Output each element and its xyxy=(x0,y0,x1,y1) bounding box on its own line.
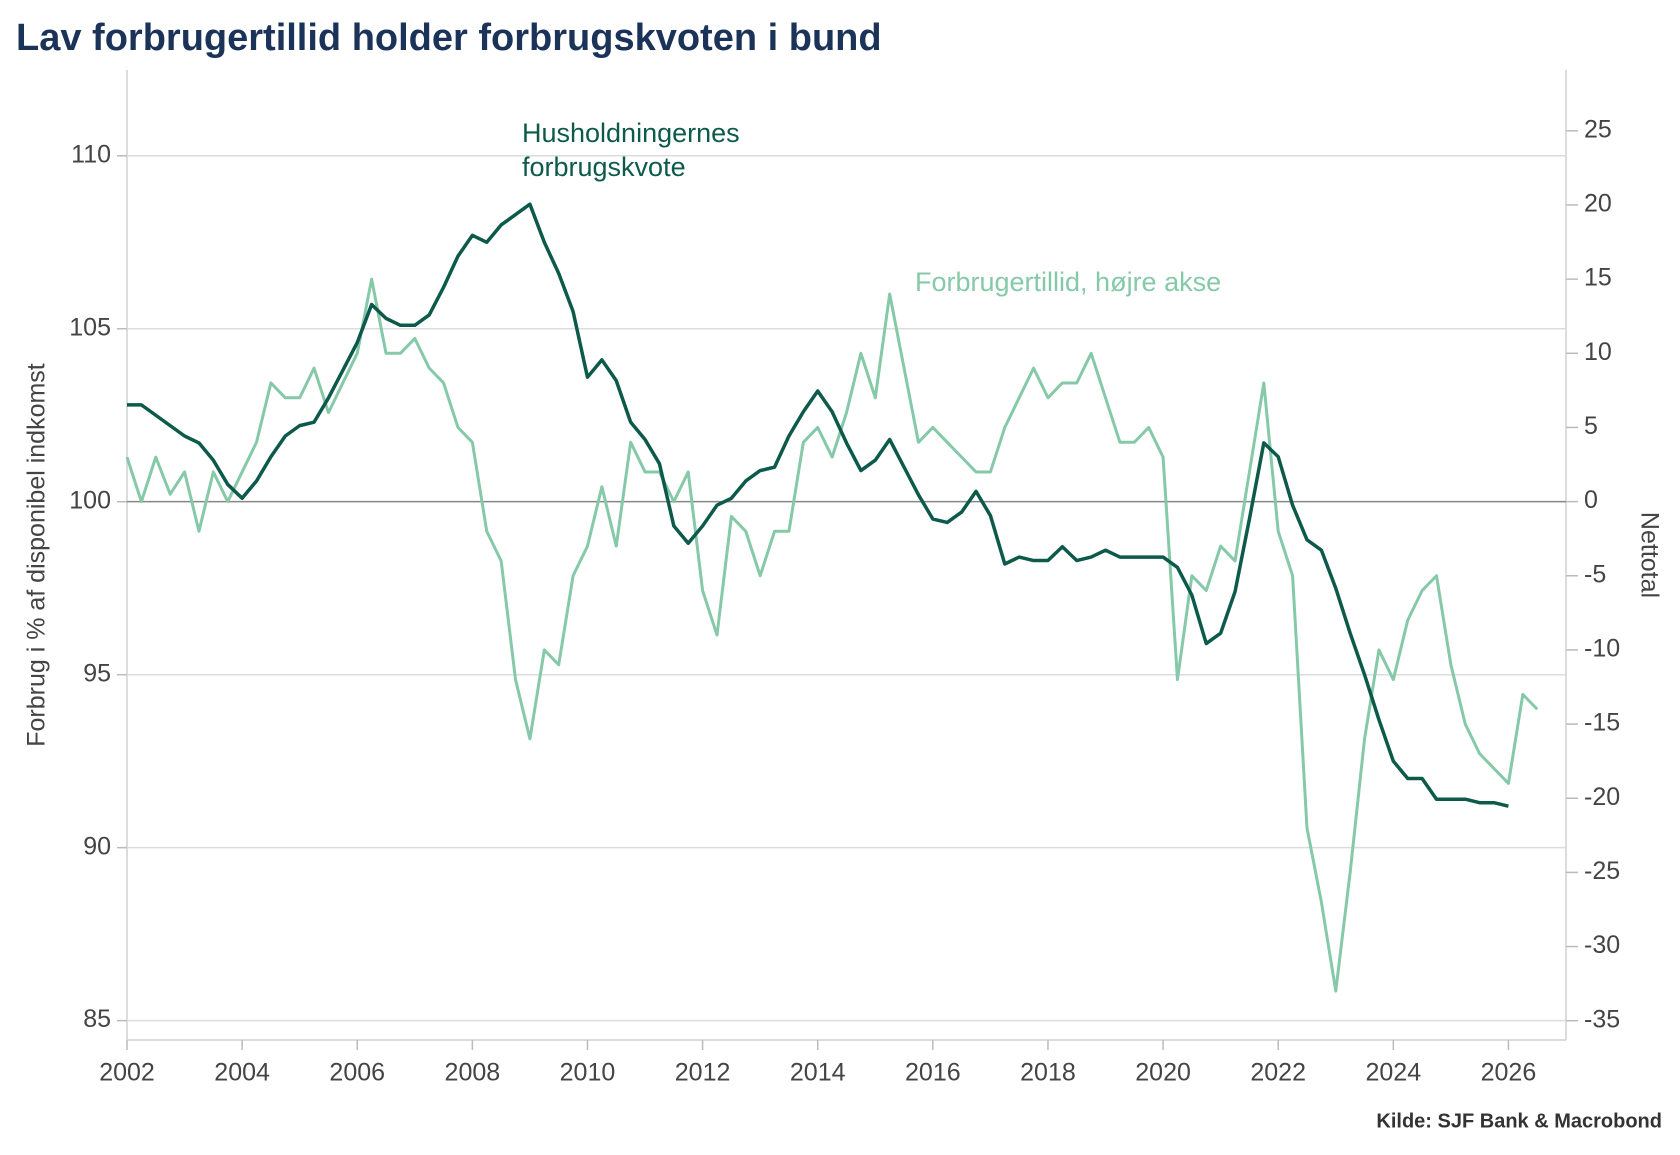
annotation: Husholdningernes xyxy=(522,118,740,148)
chart-title: Lav forbrugertillid holder forbrugskvote… xyxy=(16,17,882,59)
y2-tick-label: -15 xyxy=(1584,709,1620,737)
x-tick-label: 2010 xyxy=(560,1059,616,1087)
y2-tick-label: -30 xyxy=(1584,931,1620,959)
x-tick-label: 2020 xyxy=(1135,1059,1191,1087)
y2-tick-label: 20 xyxy=(1584,190,1612,218)
series-line xyxy=(127,202,1509,808)
y-tick-label: 110 xyxy=(71,140,111,168)
x-tick-label: 2012 xyxy=(675,1059,731,1087)
y2-tick-label: 10 xyxy=(1584,338,1612,366)
y2-tick-label: 25 xyxy=(1584,115,1612,143)
y2-tick-label: -35 xyxy=(1584,1005,1620,1033)
y-tick-label: 105 xyxy=(69,313,111,341)
annotation: Forbrugertillid, højre akse xyxy=(915,267,1221,297)
x-tick-label: 2024 xyxy=(1366,1059,1422,1087)
x-tick-label: 2008 xyxy=(445,1059,501,1087)
y2-axis-label: Nettotal xyxy=(1635,512,1663,598)
x-tick-label: 2018 xyxy=(1020,1059,1076,1087)
y2-tick-label: 0 xyxy=(1584,486,1598,514)
x-tick-label: 2016 xyxy=(905,1059,961,1087)
y-tick-label: 100 xyxy=(69,486,111,514)
y2-tick-label: 15 xyxy=(1584,264,1612,292)
y2-tick-label: 5 xyxy=(1584,412,1598,440)
x-tick-label: 2026 xyxy=(1481,1059,1537,1087)
y2-tick-label: -25 xyxy=(1584,857,1620,885)
source: Kilde: SJF Bank & Macrobond xyxy=(1376,1110,1662,1132)
y2-tick-label: -20 xyxy=(1584,783,1620,811)
y-tick-label: 90 xyxy=(83,832,111,860)
annotation: forbrugskvote xyxy=(522,152,686,182)
x-tick-label: 2002 xyxy=(99,1059,155,1087)
x-tick-label: 2014 xyxy=(790,1059,846,1087)
y2-tick-label: -10 xyxy=(1584,635,1620,663)
x-tick-label: 2006 xyxy=(329,1059,385,1087)
y-tick-label: 85 xyxy=(83,1005,111,1033)
x-tick-label: 2004 xyxy=(214,1059,270,1087)
x-tick-label: 2022 xyxy=(1250,1059,1306,1087)
y2-tick-label: -5 xyxy=(1584,560,1606,588)
y-tick-label: 95 xyxy=(83,659,111,687)
y-axis-label: Forbrug i % af disponibel indkomst xyxy=(23,363,51,747)
